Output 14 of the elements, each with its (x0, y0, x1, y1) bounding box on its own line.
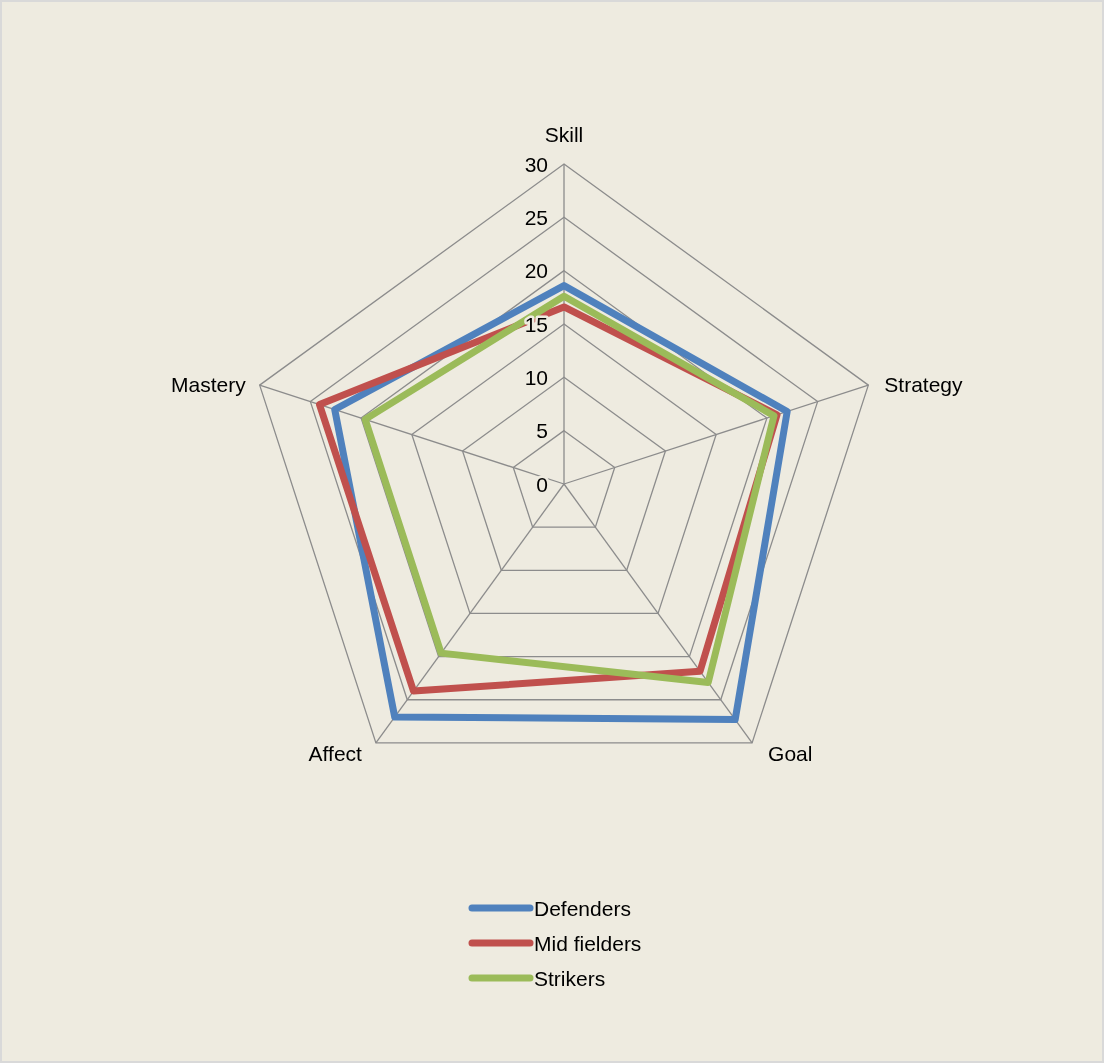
spoke-label: Affect (308, 741, 363, 765)
y-tick-label: 25 (524, 205, 548, 229)
legend-label: Mid fielders (534, 932, 642, 955)
spoke-label: Strategy (884, 373, 964, 397)
y-tick-label: 0 (536, 472, 548, 496)
legend-label: Defenders (534, 897, 631, 920)
spoke-label: Goal (768, 741, 813, 765)
y-tick-label: 5 (536, 419, 548, 443)
spoke-label: Mastery (170, 373, 247, 397)
legend-label: Strikers (534, 967, 606, 990)
y-tick-label: 10 (524, 365, 548, 389)
y-tick-label: 30 (524, 152, 548, 176)
y-tick-label: 20 (524, 259, 548, 283)
spoke-label: Skill (544, 123, 584, 146)
